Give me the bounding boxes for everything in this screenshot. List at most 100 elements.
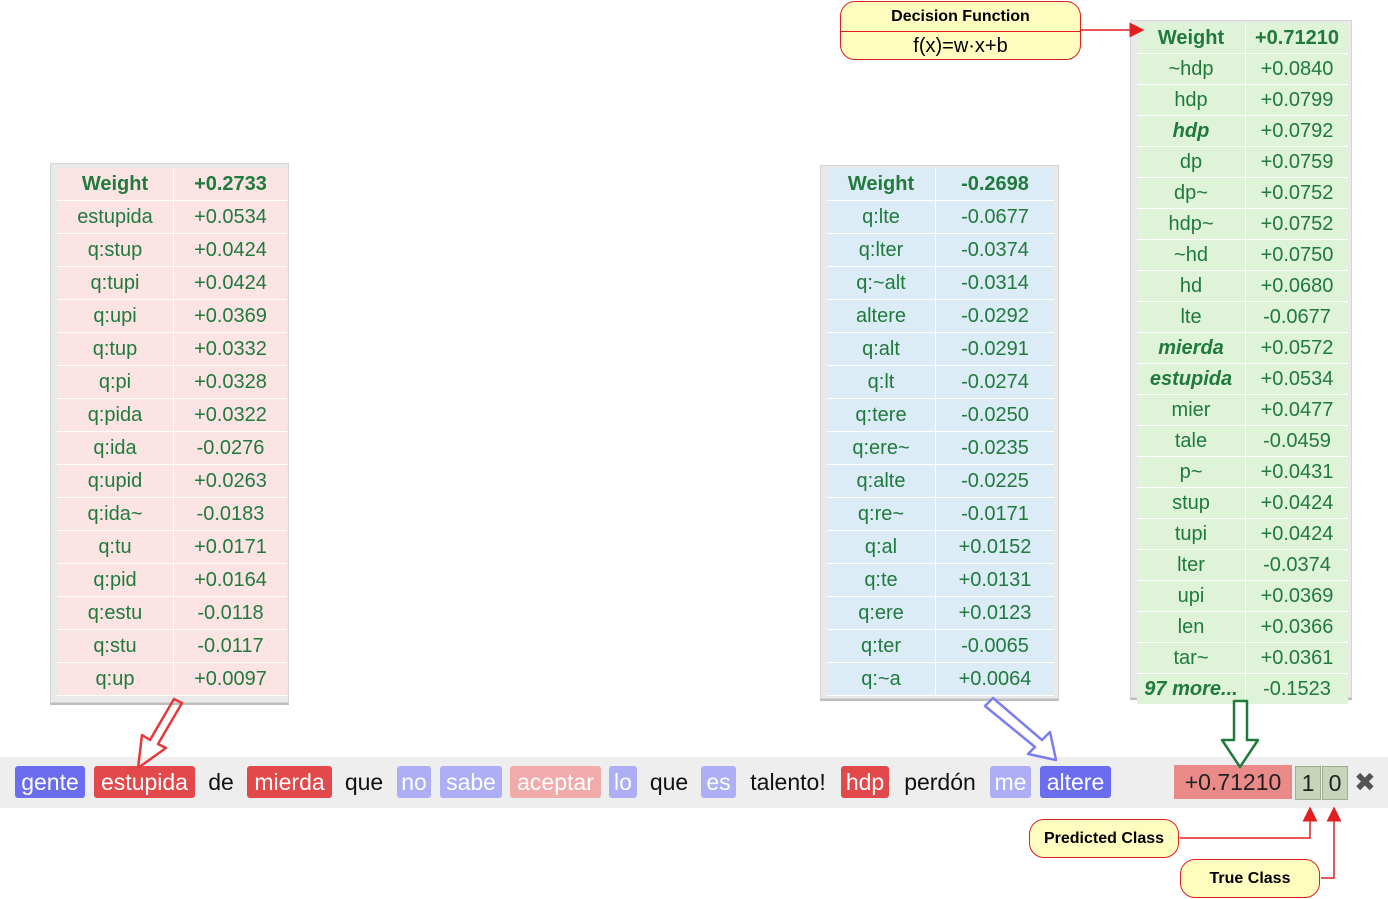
token[interactable]: que [649,769,689,795]
feature-weight: +0.0332 [173,332,287,366]
connector-arrow [1321,806,1342,879]
feature-name: lte [1137,301,1246,333]
close-icon[interactable]: ✖ [1354,767,1376,797]
feature-weight: +0.0424 [1245,487,1348,519]
feature-weight: -0.0117 [173,629,287,663]
table-row: lte -0.0677 [1137,301,1348,333]
feature-name: q:pi [57,365,174,399]
token[interactable]: aceptar [510,766,601,798]
feature-name: q:upid [57,464,174,498]
total-weights-table: Weight +0.71210 ~hdp +0.0840 hdp +0.0799 hdp +0… [1130,20,1352,705]
feature-name: tupi [1137,518,1246,550]
table-row: q:alte -0.0225 [827,464,1054,498]
weights-table-body: Weight +0.2733 estupida +0.0534 q:stup +0.042… [57,168,287,696]
feature-name: q:pid [57,563,174,597]
feature-name: 97 more... [1137,673,1246,705]
feature-name: q:lte [827,200,936,234]
token[interactable]: gente [15,766,85,798]
feature-weight: +0.0263 [173,464,287,498]
table-row: q:ere~ -0.0235 [827,431,1054,465]
token[interactable]: no [397,766,431,798]
table-row: upi +0.0369 [1137,580,1348,612]
feature-name: tale [1137,425,1246,457]
feature-name: tar~ [1137,642,1246,674]
feature-name: hdp~ [1137,208,1246,240]
feature-name: p~ [1137,456,1246,488]
predicted-class-callout: Predicted Class [1029,819,1179,858]
feature-name: hd [1137,270,1246,302]
token-bar: gente estupida de mierda que no sabe ace… [0,757,1388,808]
token[interactable]: altere [1040,766,1111,798]
table-row: dp +0.0759 [1137,146,1348,178]
token[interactable]: estupida [94,766,195,798]
weight-total: +0.2733 [173,168,287,201]
feature-name: dp [1137,146,1246,178]
feature-weight: +0.0477 [1245,394,1348,426]
table-row: p~ +0.0431 [1137,456,1348,488]
feature-weight: +0.0792 [1245,115,1348,147]
feature-weight: +0.0572 [1245,332,1348,364]
blue-arrow-icon [983,696,1058,762]
table-row: hdp +0.0799 [1137,84,1348,116]
green-arrow-icon [1220,699,1260,769]
feature-weight: -0.0374 [935,233,1054,267]
token[interactable]: perdón [904,769,976,795]
feature-weight: +0.0752 [1245,208,1348,240]
token[interactable]: talento! [750,769,826,795]
feature-name: ~hdp [1137,53,1246,85]
feature-name: q:te [827,563,936,597]
feature-weight: +0.0369 [1245,580,1348,612]
feature-weight: -0.0292 [935,299,1054,333]
feature-name: q:re~ [827,497,936,531]
table-row: estupida +0.0534 [1137,363,1348,395]
token[interactable]: sabe [440,766,502,798]
feature-name: estupida [57,200,174,234]
table-row: hdp +0.0792 [1137,115,1348,147]
token[interactable]: hdp [841,766,889,798]
weight-header-label: Weight [1137,23,1246,54]
feature-name: stup [1137,487,1246,519]
feature-name: q:~alt [827,266,936,300]
feature-weight: +0.0840 [1245,53,1348,85]
weights-table-body: Weight +0.71210 ~hdp +0.0840 hdp +0.0799 hdp +0… [1137,23,1348,705]
table-row: q:ere +0.0123 [827,596,1054,630]
feature-weight: +0.0322 [173,398,287,432]
feature-name: ~hd [1137,239,1246,271]
table-row: tupi +0.0424 [1137,518,1348,550]
feature-name: dp~ [1137,177,1246,209]
feature-name: q:up [57,662,174,696]
table-row: estupida +0.0534 [57,200,287,234]
feature-name: hdp [1137,115,1246,147]
feature-weight: +0.0750 [1245,239,1348,271]
table-row: q:estu -0.0118 [57,596,287,630]
feature-name: altere [827,299,936,333]
feature-weight: +0.0424 [1245,518,1348,550]
feature-weight: +0.0752 [1245,177,1348,209]
feature-name: q:lter [827,233,936,267]
table-row: len +0.0366 [1137,611,1348,643]
table-row: ~hd +0.0750 [1137,239,1348,271]
feature-weight: -0.0374 [1245,549,1348,581]
table-row: q:pi +0.0328 [57,365,287,399]
decision-function-title: Decision Function [841,2,1080,32]
token[interactable]: es [701,766,736,798]
token[interactable]: me [990,766,1031,798]
feature-weight: +0.0680 [1245,270,1348,302]
table-row: q:al +0.0152 [827,530,1054,564]
feature-name: q:pida [57,398,174,432]
table-row: q:lte -0.0677 [827,200,1054,234]
table-row: q:pid +0.0164 [57,563,287,597]
table-row: q:upid +0.0263 [57,464,287,498]
token[interactable]: lo [609,766,637,798]
token[interactable]: que [344,769,384,795]
table-row: 97 more... -0.1523 [1137,673,1348,705]
feature-weight: +0.0131 [935,563,1054,597]
feature-name: q:lt [827,365,936,399]
table-row: q:lter -0.0374 [827,233,1054,267]
token[interactable]: de [208,769,234,795]
feature-name: q:ere [827,596,936,630]
table-row: q:re~ -0.0171 [827,497,1054,531]
feature-name: lter [1137,549,1246,581]
token[interactable]: mierda [247,766,332,798]
feature-name: q:tup [57,332,174,366]
